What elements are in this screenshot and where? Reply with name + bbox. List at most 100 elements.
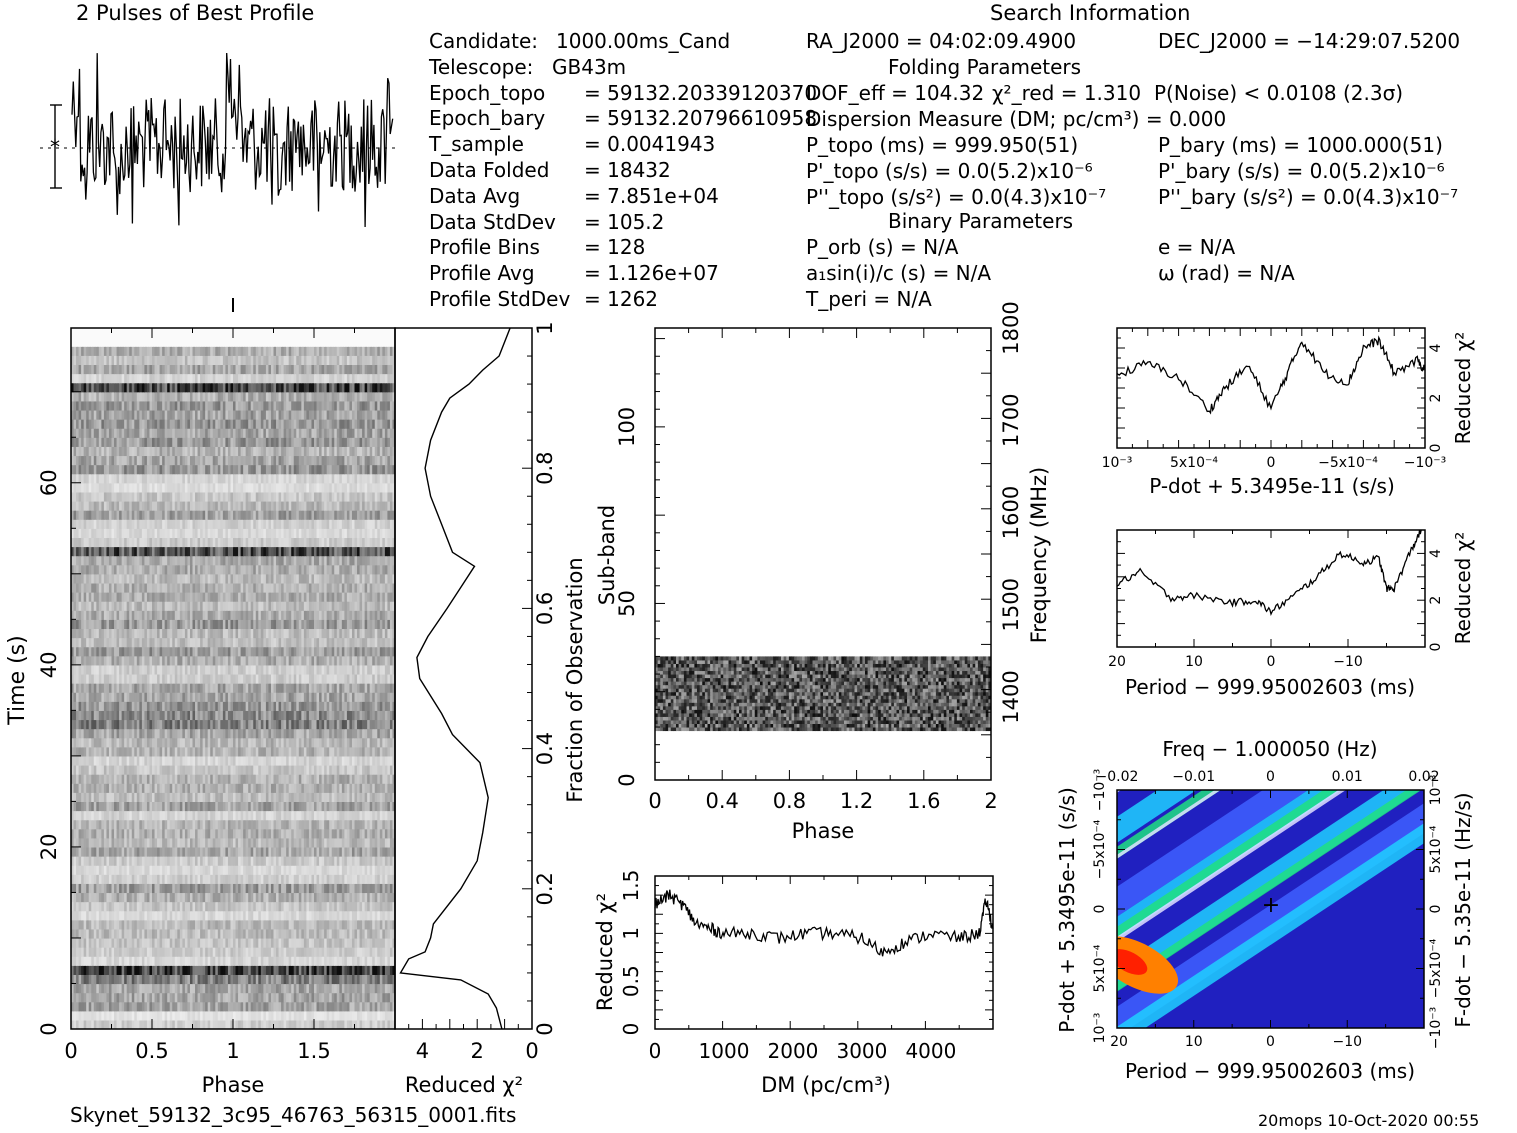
heatmap-cell: [334, 856, 338, 866]
heatmap-cell: [205, 928, 209, 939]
heatmap-cell: [341, 937, 345, 948]
heatmap-cell: [197, 1010, 201, 1021]
heatmap-cell: [71, 1019, 75, 1029]
heatmap-cell: [172, 819, 176, 830]
heatmap-cell: [238, 947, 242, 957]
heatmap-cell: [336, 819, 340, 830]
heatmap-cell: [195, 974, 199, 985]
heatmap-cell: [98, 983, 102, 994]
heatmap-cell: [86, 974, 90, 985]
heatmap-cell: [288, 965, 292, 975]
heatmap-cell: [71, 819, 75, 830]
heatmap-cell: [167, 828, 171, 839]
heatmap-cell: [210, 865, 214, 875]
heatmap-cell: [187, 801, 191, 812]
heatmap-cell: [101, 883, 105, 894]
heatmap-cell: [281, 837, 285, 848]
heatmap-cell: [114, 819, 118, 830]
heatmap-cell: [225, 819, 229, 830]
heatmap-cell: [179, 956, 183, 966]
heatmap-cell: [141, 956, 146, 966]
heatmap-cell: [384, 1019, 389, 1029]
heatmap-cell: [164, 828, 168, 839]
heatmap-cell: [331, 947, 335, 957]
heatmap-cell: [220, 992, 224, 1003]
heatmap-cell: [139, 910, 143, 921]
heatmap-cell: [192, 810, 196, 821]
heatmap-cell: [316, 837, 320, 848]
heatmap-cell: [116, 937, 120, 948]
heatmap-cell: [303, 947, 308, 957]
heatmap-cell: [119, 883, 123, 894]
heatmap-cell: [81, 928, 85, 939]
heatmap-cell: [131, 856, 135, 866]
heatmap-cell: [316, 846, 320, 857]
heatmap-cell: [146, 883, 151, 894]
heatmap-cell: [114, 965, 118, 975]
heatmap-cell: [354, 874, 358, 884]
heatmap-cell: [331, 956, 335, 966]
heatmap-cell: [288, 837, 292, 848]
a1sini-value: a₁sin(i)/c (s) = N/A: [806, 261, 992, 285]
heatmap-cell: [314, 901, 318, 912]
heatmap-cell: [202, 1019, 206, 1029]
heatmap-cell: [336, 1019, 340, 1029]
heatmap-cell: [88, 983, 92, 994]
heatmap-cell: [197, 819, 201, 830]
heatmap-cell: [116, 892, 120, 903]
heatmap-cell: [205, 965, 209, 975]
heatmap-cell: [182, 983, 186, 994]
heatmap-cell: [78, 965, 82, 975]
heatmap-cell: [184, 928, 189, 939]
heatmap-cell: [384, 1001, 389, 1012]
heatmap-cell: [364, 865, 368, 875]
heatmap-cell: [106, 874, 110, 884]
heatmap-cell: [362, 892, 366, 903]
heatmap-cell: [265, 937, 270, 948]
heatmap-cell: [103, 837, 108, 848]
heatmap-cell: [341, 947, 345, 957]
heatmap-cell: [346, 965, 351, 975]
heatmap-cell: [384, 1010, 389, 1021]
heatmap-cell: [273, 992, 277, 1003]
heatmap-cell: [248, 837, 252, 848]
heatmap-cell: [179, 1019, 183, 1029]
heatmap-cell: [306, 819, 310, 830]
heatmap-cell: [273, 883, 277, 894]
heatmap-cell: [235, 892, 239, 903]
heatmap-cell: [217, 874, 221, 884]
heatmap-cell: [334, 937, 338, 948]
heatmap-cell: [377, 810, 381, 821]
heatmap-cell: [334, 819, 338, 830]
heatmap-cell: [326, 1001, 330, 1012]
heatmap-cell: [182, 1010, 186, 1021]
heatmap-cell: [207, 937, 211, 948]
heatmap-cell: [248, 801, 252, 812]
heatmap-cell: [169, 828, 173, 839]
heatmap-cell: [96, 965, 100, 975]
heatmap-cell: [311, 974, 315, 985]
heatmap-cell: [235, 910, 239, 921]
heatmap-cell: [339, 1019, 343, 1029]
heatmap-cell: [283, 856, 287, 866]
heatmap-cell: [346, 1010, 351, 1021]
heatmap-cell: [162, 1010, 166, 1021]
heatmap-cell: [86, 947, 90, 957]
heatmap-cell: [372, 983, 376, 994]
heatmap-cell: [187, 947, 191, 957]
heatmap-cell: [243, 983, 247, 994]
heatmap-cell: [354, 992, 358, 1003]
heatmap-cell: [321, 919, 325, 930]
heatmap-cell: [197, 928, 201, 939]
heatmap-cell: [321, 883, 325, 894]
heatmap-cell: [384, 947, 389, 957]
heatmap-cell: [255, 947, 259, 957]
heatmap-cell: [316, 810, 320, 821]
heatmap-cell: [139, 819, 143, 830]
heatmap-cell: [248, 846, 252, 857]
heatmap-cell: [83, 910, 87, 921]
heatmap-cell: [157, 801, 161, 812]
heatmap-cell: [177, 810, 181, 821]
heatmap-cell: [324, 883, 328, 894]
